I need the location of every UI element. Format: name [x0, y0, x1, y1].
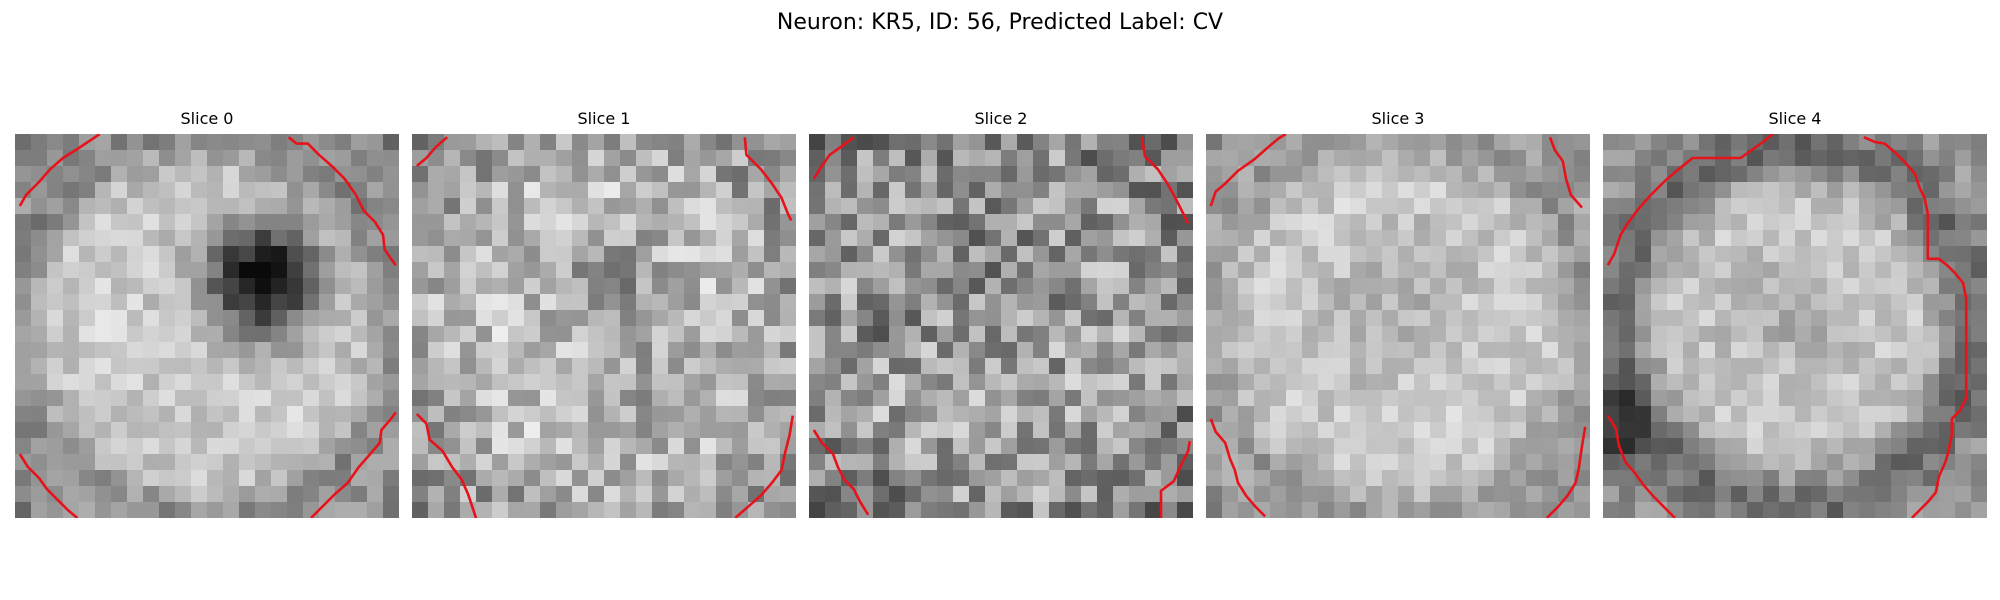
contour-line — [18, 134, 101, 207]
contour-line — [812, 136, 855, 180]
contour-line — [1209, 134, 1287, 207]
pixel-grid — [1603, 134, 1987, 518]
slice-image-2 — [809, 134, 1193, 518]
slice-title: Slice 3 — [1371, 109, 1425, 128]
pixel-grid — [809, 134, 1193, 518]
contour-line — [1209, 418, 1267, 518]
contour-line — [415, 136, 449, 167]
figure-title: Neuron: KR5, ID: 56, Predicted Label: CV — [776, 10, 1224, 35]
slice-image-0 — [15, 134, 399, 518]
contour-line — [1545, 426, 1587, 518]
contour-line — [1140, 136, 1190, 225]
slice-title: Slice 2 — [974, 109, 1028, 128]
contour-line — [1548, 136, 1583, 209]
contour-line — [310, 411, 397, 518]
contour-line — [415, 413, 478, 518]
contour-line — [1606, 414, 1676, 518]
slice-title: Slice 0 — [180, 109, 234, 128]
contour-line — [1159, 440, 1192, 518]
contour-line — [287, 136, 397, 266]
slice-image-1 — [412, 134, 796, 518]
contour-line — [812, 429, 870, 516]
pixel-grid — [412, 134, 796, 518]
contour-line — [1863, 136, 1968, 518]
contour-line — [1606, 134, 1774, 266]
pixel-grid — [1206, 134, 1590, 518]
contour-line — [18, 453, 79, 518]
pixel-grid — [15, 134, 399, 518]
slice-title: Slice 1 — [577, 109, 631, 128]
slice-image-4 — [1603, 134, 1987, 518]
slice-title: Slice 4 — [1768, 109, 1822, 128]
contour-line — [743, 137, 793, 221]
contour-line — [734, 415, 795, 518]
slice-image-3 — [1206, 134, 1590, 518]
